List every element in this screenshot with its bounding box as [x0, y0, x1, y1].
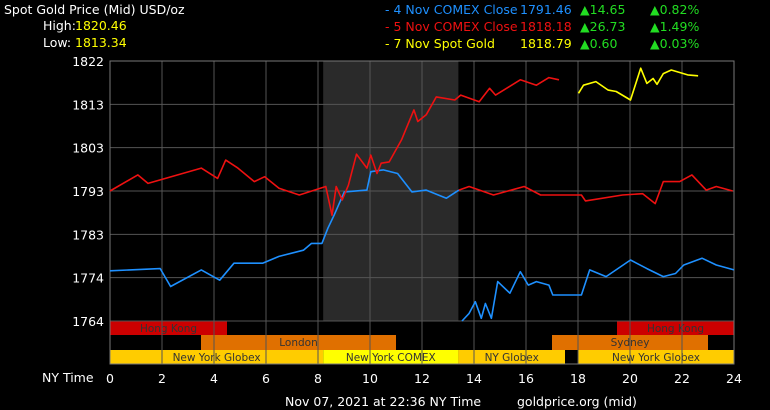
legend-change: ▲14.65 — [580, 2, 626, 17]
y-tick-label: 1793 — [72, 184, 104, 199]
x-tick-label: 24 — [726, 371, 742, 386]
legend-change: ▲26.73 — [580, 19, 626, 34]
y-tick-label: 1813 — [72, 97, 104, 112]
y-tick-label: 1764 — [72, 314, 104, 329]
y-tick-label: 1783 — [72, 227, 104, 242]
session-label: New York Globex — [173, 352, 261, 364]
session-label: Hong Kong — [647, 323, 704, 335]
low-label: Low: — [43, 35, 72, 50]
session-label: London — [279, 337, 318, 349]
y-tick-label: 1822 — [72, 54, 104, 69]
timestamp: Nov 07, 2021 at 22:36 NY Time — [285, 394, 482, 409]
session-bar — [458, 350, 565, 364]
legend-pct: ▲1.49% — [650, 19, 700, 34]
legend-price: 1818.79 — [520, 36, 572, 51]
legend-pct: ▲0.03% — [650, 36, 700, 51]
legend-pct: ▲0.82% — [650, 2, 700, 17]
legend-label: - 7 Nov Spot Gold — [385, 36, 495, 51]
low-value: 1813.34 — [75, 35, 127, 50]
session-bar — [110, 350, 324, 364]
x-axis-label: NY Time — [42, 370, 94, 385]
series-line-3 — [577, 67, 699, 101]
y-tick-label: 1803 — [72, 141, 104, 156]
session-bar — [323, 350, 459, 364]
session-bar — [617, 321, 734, 335]
x-tick-label: 22 — [674, 371, 690, 386]
session-label: New York Globex — [612, 352, 700, 364]
source-link[interactable]: goldprice.org (mid) — [517, 394, 637, 409]
session-bar — [201, 335, 396, 350]
high-value: 1820.46 — [75, 18, 127, 33]
legend-change: ▲0.60 — [580, 36, 618, 51]
session-label: NY Globex — [485, 352, 539, 364]
chart-title: Spot Gold Price (Mid) USD/oz — [4, 2, 185, 17]
x-tick-label: 0 — [106, 371, 114, 386]
legend-label: - 4 Nov COMEX Close — [385, 2, 518, 17]
series-line-2 — [109, 76, 733, 216]
y-tick-label: 1774 — [72, 271, 104, 286]
x-tick-label: 2 — [158, 371, 166, 386]
session-bar — [110, 321, 227, 335]
x-tick-label: 4 — [210, 371, 218, 386]
session-bar — [578, 350, 734, 364]
series-line-1 — [109, 169, 735, 322]
session-label: Hong Kong — [140, 323, 197, 335]
x-tick-label: 14 — [466, 371, 482, 386]
legend-price: 1818.18 — [520, 19, 572, 34]
x-tick-label: 10 — [362, 371, 378, 386]
x-tick-label: 18 — [570, 371, 586, 386]
legend-price: 1791.46 — [520, 2, 572, 17]
x-tick-label: 8 — [314, 371, 322, 386]
session-label: New York COMEX — [346, 352, 436, 364]
high-label: High: — [43, 18, 76, 33]
x-tick-label: 20 — [622, 371, 638, 386]
x-tick-label: 6 — [262, 371, 270, 386]
legend-label: - 5 Nov COMEX Close — [385, 19, 518, 34]
x-tick-label: 16 — [518, 371, 534, 386]
x-tick-label: 12 — [414, 371, 430, 386]
plot-frame — [109, 60, 735, 365]
